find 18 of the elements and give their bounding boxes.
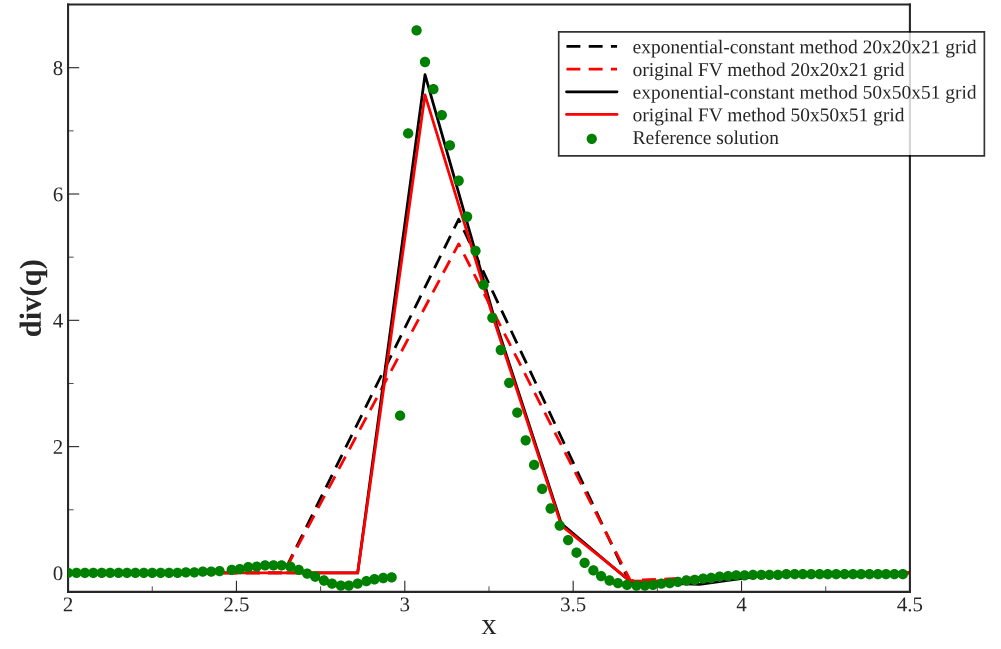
legend-label: original FV method 20x20x21 grid [633,62,905,81]
legend-label: Reference solution [633,130,779,145]
x-tick-label: 3.5 [561,597,586,612]
y-tick-label: 6 [53,187,63,202]
y-axis-title: div(q) [19,260,48,337]
x-tick-label: 4 [736,597,747,612]
x-tick-label: 2 [63,597,73,612]
y-tick-label: 4 [53,313,63,328]
y-tick-label: 0 [53,566,63,581]
x-axis-title: x [481,620,497,635]
y-tick-label: 2 [53,440,63,454]
legend-label: original FV method 50x50x51 grid [633,107,905,126]
legend-label: exponential-constant method 20x20x21 grid [633,39,977,58]
x-tick-label: 2.5 [224,597,249,612]
legend-label: exponential-constant method 50x50x51 grid [633,85,977,103]
y-tick-label: 8 [53,61,63,76]
x-tick-label: 4.5 [897,597,923,612]
x-tick-label: 3 [400,597,410,612]
